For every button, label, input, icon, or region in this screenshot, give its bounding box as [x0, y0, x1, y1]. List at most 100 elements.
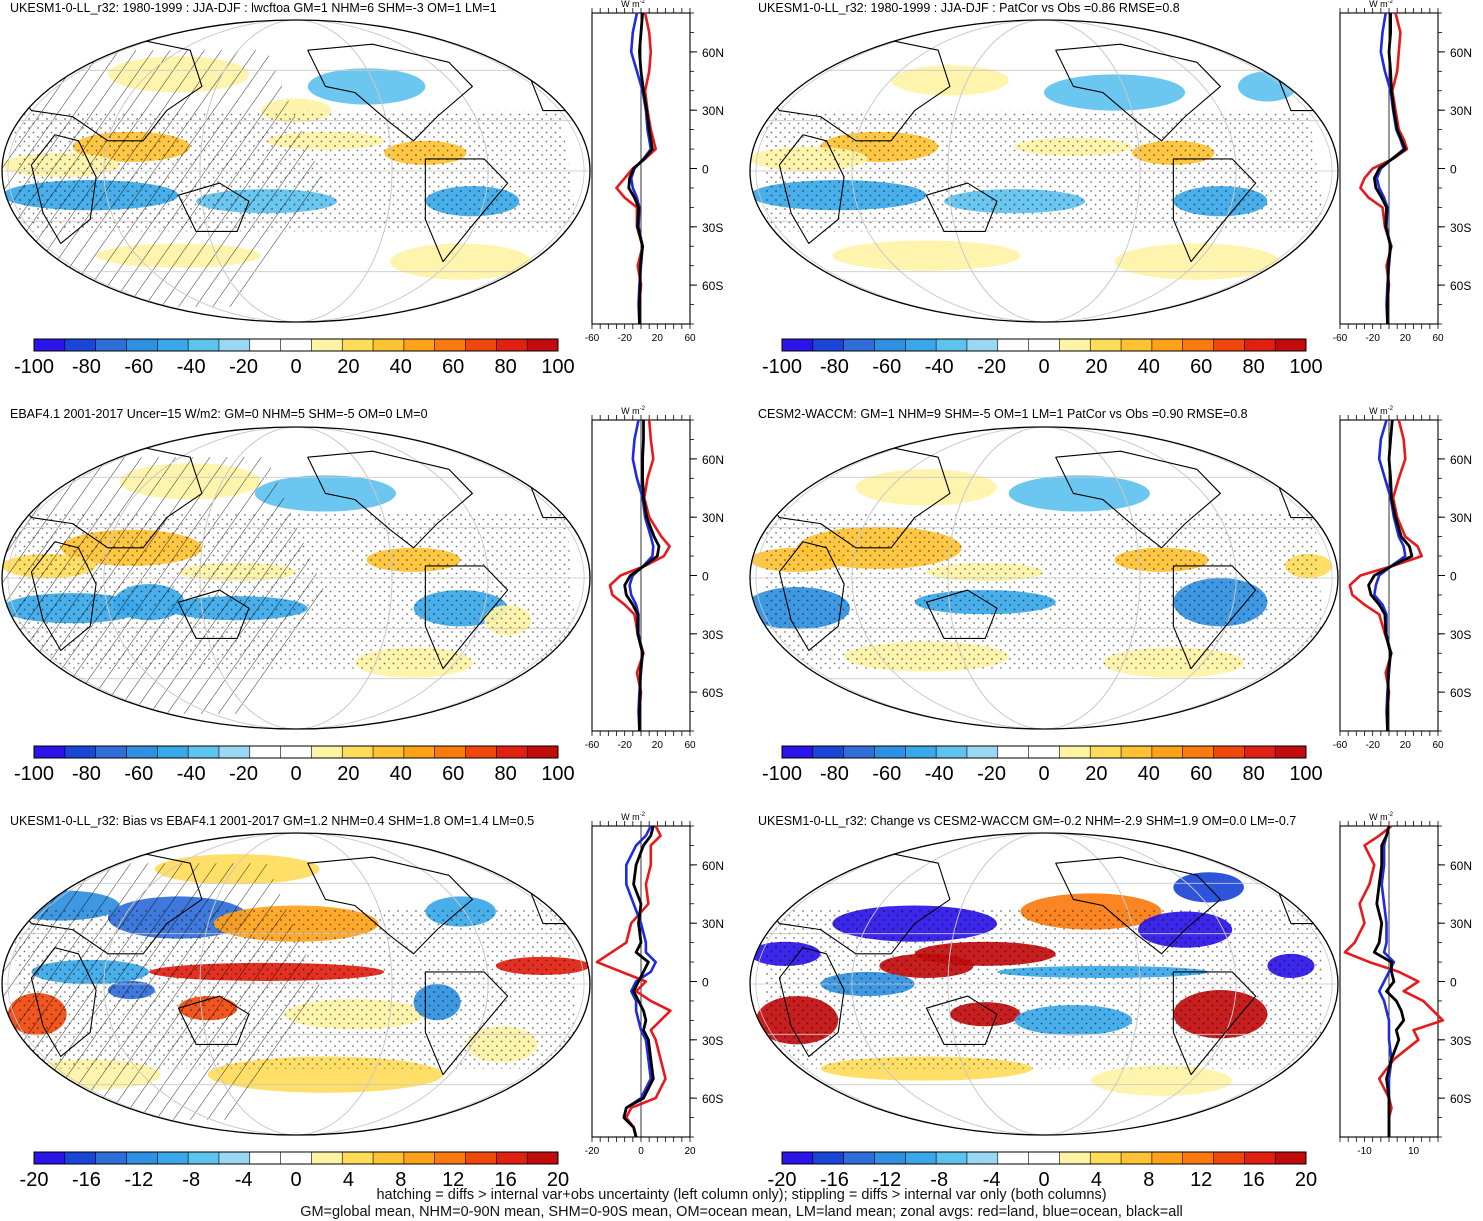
units-exponent: -2	[1388, 406, 1394, 412]
lat-tick-label: 60N	[702, 859, 724, 873]
colorbar-tick-label: 8	[395, 1169, 406, 1191]
colorbar-tick-label: 60	[442, 356, 464, 378]
colorbar-swatch	[342, 746, 374, 758]
colorbar-tick-label: -60	[872, 356, 901, 378]
lat-tick-label: 30S	[702, 1034, 723, 1048]
lat-tick-label: 60S	[1450, 1092, 1471, 1106]
colorbar-swatch	[311, 339, 343, 351]
x-tick-label: 20	[1400, 333, 1412, 344]
panel-p3: EBAF4.1 2001-2017 Uncer=15 W/m2: GM=0 NH…	[1, 406, 724, 785]
colorbar-swatch	[95, 1152, 127, 1164]
colorbar-swatch	[1244, 746, 1276, 758]
colorbar-swatch	[95, 746, 127, 758]
map-anomaly-region	[1114, 243, 1280, 280]
colorbar-swatch	[373, 746, 405, 758]
coastline	[1055, 43, 1221, 142]
colorbar-tick-label: -80	[72, 763, 101, 785]
colorbar-swatch	[1151, 1152, 1184, 1164]
graticule-meridian	[755, 427, 1333, 729]
colorbar-tick-label: 4	[1091, 1169, 1102, 1191]
coastline	[424, 971, 509, 1076]
hatching	[2, 863, 326, 1120]
colorbar-tick-label: -80	[72, 356, 101, 378]
colorbar-swatch	[34, 1152, 66, 1164]
colorbar-tick-label: -12	[124, 1169, 153, 1191]
colorbar-swatch	[434, 339, 466, 351]
map-outline	[1, 19, 591, 323]
colorbar-tick-label: 20	[337, 356, 359, 378]
map-anomaly-region	[1091, 1065, 1233, 1096]
colorbar-swatch	[1182, 339, 1214, 351]
colorbar: -20 -16 -12 -8 -4 0 4 8 12 16 20	[768, 1151, 1317, 1191]
colorbar-swatch	[966, 746, 999, 758]
colorbar-tick-label: 80	[494, 763, 516, 785]
lat-tick-label: 60S	[702, 1092, 723, 1106]
lat-tick-label: 60N	[1450, 46, 1472, 60]
map-anomaly-region	[307, 68, 426, 105]
panel-p2: UKESM1-0-LL_r32: 1980-1999 : JJA-DJF : P…	[749, 0, 1472, 378]
zonal-mean-plot: 60N 30N 0 30S 60S -60 -20 20 60 W m-2	[585, 406, 724, 751]
coastline	[177, 182, 250, 232]
coastline	[30, 541, 97, 652]
colorbar-swatch	[64, 339, 97, 351]
colorbar-swatch	[373, 339, 405, 351]
units-label: W m-2	[1369, 0, 1393, 9]
lat-tick-label: 30N	[1450, 511, 1472, 525]
zonal-series-land	[608, 419, 671, 731]
coastline	[1055, 450, 1221, 549]
colorbar-tick-label: -20	[977, 763, 1006, 785]
colorbar: -20 -16 -12 -8 -4 0 4 8 12 16 20	[20, 1151, 569, 1191]
colorbar-swatch	[966, 339, 999, 351]
colorbar-tick-label: 0	[290, 763, 301, 785]
coastline	[778, 541, 845, 652]
colorbar-swatch	[218, 1152, 251, 1164]
colorbar-tick-label: 20	[1295, 1169, 1317, 1191]
colorbar-tick-label: 80	[1242, 763, 1264, 785]
footer-line-2: GM=global mean, NHM=0-90N mean, SHM=0-90…	[300, 1204, 1183, 1220]
colorbar-swatch	[1182, 1152, 1214, 1164]
colorbar-frame	[33, 745, 559, 759]
colorbar-swatch	[1275, 339, 1307, 351]
x-tick-label: -20	[617, 333, 632, 344]
panel-p1: UKESM1-0-LL_r32: 1980-1999 : JJA-DJF : l…	[1, 0, 724, 378]
colorbar-swatch	[218, 746, 251, 758]
colorbar-swatch	[188, 746, 220, 758]
graticule-meridian	[947, 427, 1141, 729]
lat-tick-label: 60N	[702, 46, 724, 60]
colorbar-swatch	[403, 339, 436, 351]
x-tick-label: -20	[617, 740, 632, 751]
coastline	[177, 589, 250, 639]
colorbar-swatch	[782, 746, 814, 758]
colorbar-swatch	[373, 1152, 405, 1164]
colorbar-swatch	[1213, 339, 1245, 351]
colorbar-swatch	[311, 746, 343, 758]
lat-tick-label: 0	[702, 570, 709, 584]
lat-tick-label: 30S	[1450, 221, 1471, 235]
colorbar: -100 -80 -60 -40 -20 0 20 40 60 80 100	[762, 338, 1323, 378]
colorbar-tick-label: 8	[1143, 1169, 1154, 1191]
x-tick-label: 60	[1432, 333, 1444, 344]
colorbar-swatch	[403, 1152, 436, 1164]
colorbar-swatch	[527, 339, 559, 351]
colorbar-tick-label: -16	[820, 1169, 849, 1191]
colorbar-tick-label: -20	[977, 356, 1006, 378]
map-outline	[749, 832, 1339, 1136]
map-anomaly-region	[832, 240, 1021, 271]
colorbar-swatch	[249, 746, 281, 758]
map-anomaly-region	[1008, 475, 1150, 512]
units-exponent: -2	[1388, 0, 1394, 5]
map-outline	[1, 832, 591, 1136]
x-tick-label: -60	[1333, 740, 1348, 751]
coastline	[1055, 856, 1221, 955]
colorbar-tick-label: 4	[343, 1169, 354, 1191]
colorbar-tick-label: 16	[1242, 1169, 1264, 1191]
colorbar-tick-label: 12	[442, 1169, 464, 1191]
colorbar-tick-label: 60	[1190, 356, 1212, 378]
colorbar-swatch	[311, 1152, 343, 1164]
lat-tick-label: 0	[702, 163, 709, 177]
units-label: W m-2	[1369, 406, 1393, 416]
colorbar-tick-label: 100	[541, 356, 574, 378]
graticule-meridian	[7, 427, 585, 729]
map-outline	[1, 426, 591, 730]
